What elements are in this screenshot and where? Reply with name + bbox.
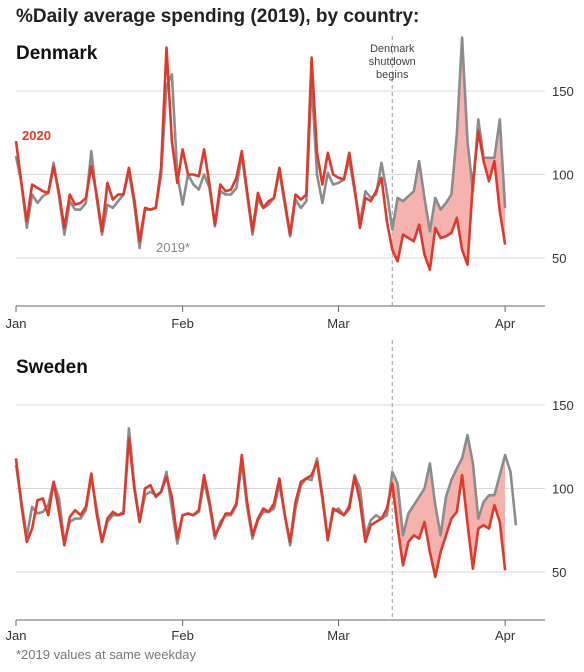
shutdown-label-line: begins xyxy=(376,69,409,81)
series-line-2019 xyxy=(14,427,518,547)
footnote: *2019 values at same weekday xyxy=(16,647,196,662)
y-tick-label: 50 xyxy=(552,251,566,266)
x-tick-label: Jan xyxy=(6,316,27,331)
x-tick-label: Mar xyxy=(327,316,350,331)
chart-title: %Daily average spending (2019), by count… xyxy=(16,6,419,27)
y-tick-label: 150 xyxy=(552,398,574,413)
x-tick-label: Feb xyxy=(171,628,193,643)
spending-gap-area xyxy=(392,37,506,270)
panel-title-sweden: Sweden xyxy=(16,357,88,378)
x-tick-label: Feb xyxy=(171,316,193,331)
panel-title-denmark: Denmark xyxy=(16,43,98,64)
series-label-2019: 2019* xyxy=(156,240,190,255)
y-tick-label: 100 xyxy=(552,168,574,183)
series-line-2020 xyxy=(14,46,507,272)
y-tick-label: 100 xyxy=(552,482,574,497)
shutdown-label-line: Denmark xyxy=(370,43,415,55)
shutdown-label-line: shutdown xyxy=(369,56,416,68)
y-tick-label: 50 xyxy=(552,565,566,580)
x-tick-label: Jan xyxy=(6,628,27,643)
series-label-2020: 2020 xyxy=(22,128,51,143)
x-tick-label: Apr xyxy=(495,628,516,643)
x-tick-label: Apr xyxy=(495,316,516,331)
spending-gap-area xyxy=(392,435,506,577)
series-line-2019 xyxy=(14,36,507,250)
panel-sweden: Sweden 50 100 150 Jan Feb Mar Apr xyxy=(6,340,574,643)
x-tick-label: Mar xyxy=(327,628,350,643)
y-tick-label: 150 xyxy=(552,84,574,99)
series-line-2020 xyxy=(14,437,507,579)
